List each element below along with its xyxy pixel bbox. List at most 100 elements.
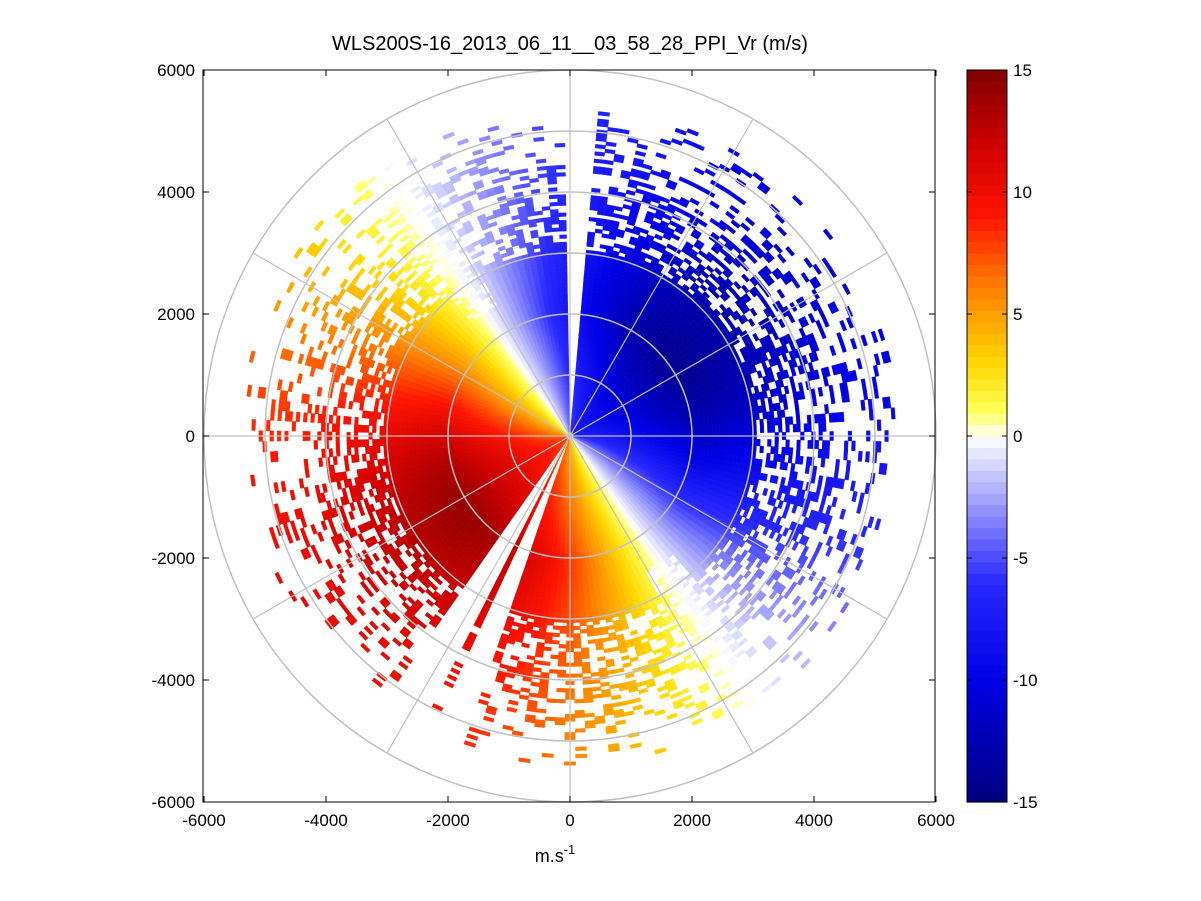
velocity-cell xyxy=(583,323,588,328)
velocity-cell xyxy=(711,422,717,429)
velocity-cell xyxy=(759,445,764,454)
velocity-cell xyxy=(707,447,713,454)
velocity-cell xyxy=(686,425,691,431)
velocity-cell xyxy=(579,315,585,321)
velocity-cell xyxy=(807,423,812,432)
velocity-cell xyxy=(715,438,721,445)
velocity-cell xyxy=(704,423,710,430)
velocity-cell xyxy=(756,439,761,447)
velocity-cell xyxy=(708,428,713,434)
velocity-cell xyxy=(660,443,666,448)
velocity-cell xyxy=(718,448,724,455)
velocity-cell xyxy=(645,183,657,191)
velocity-cell xyxy=(744,420,750,428)
velocity-cell xyxy=(704,428,710,434)
velocity-cell xyxy=(696,419,702,426)
velocity-cell xyxy=(634,150,647,157)
velocity-cell xyxy=(701,438,706,444)
velocity-cell xyxy=(719,422,724,429)
velocity-cell xyxy=(814,440,820,450)
velocity-cell xyxy=(646,428,651,433)
velocity-cell xyxy=(686,429,692,435)
velocity-cell xyxy=(839,411,845,423)
velocity-cell xyxy=(701,423,706,430)
velocity-cell xyxy=(726,427,732,434)
velocity-cell xyxy=(631,430,637,433)
velocity-cell xyxy=(759,425,765,433)
velocity-cell xyxy=(639,429,644,433)
velocity-cell xyxy=(624,432,629,436)
velocity-cell xyxy=(788,447,794,456)
velocity-cell xyxy=(765,452,771,461)
velocity-cell xyxy=(777,417,783,426)
velocity-cell xyxy=(649,428,655,433)
velocity-cell xyxy=(778,424,783,433)
velocity-cell xyxy=(834,459,841,470)
velocity-cell xyxy=(675,441,680,446)
velocity-cell xyxy=(734,438,739,446)
velocity-cell xyxy=(737,420,743,428)
velocity-cell xyxy=(890,407,896,420)
velocity-cell xyxy=(597,111,610,117)
velocity-cell xyxy=(660,440,666,445)
velocity-cell xyxy=(803,423,809,433)
velocity-cell xyxy=(580,304,587,310)
velocity-cell xyxy=(675,430,681,435)
velocity-cell xyxy=(772,460,778,469)
velocity-cell xyxy=(639,431,644,436)
velocity-cell xyxy=(807,440,812,449)
velocity-cell xyxy=(704,442,710,449)
velocity-cell xyxy=(656,262,665,270)
velocity-cell xyxy=(660,424,666,429)
velocity-cell xyxy=(682,441,688,447)
velocity-cell xyxy=(594,228,603,234)
velocity-cell xyxy=(876,419,882,431)
velocity-cell xyxy=(661,430,666,435)
velocity-cell xyxy=(579,322,585,328)
velocity-cell xyxy=(633,157,645,165)
velocity-cell xyxy=(741,420,746,428)
velocity-cell xyxy=(664,423,669,428)
velocity-cell xyxy=(697,437,702,444)
velocity-cell xyxy=(686,441,691,447)
velocity-cell xyxy=(769,410,775,419)
velocity-cell xyxy=(785,439,790,448)
velocity-cell xyxy=(845,459,851,471)
velocity-cell xyxy=(671,426,677,431)
velocity-cell xyxy=(780,454,786,463)
velocity-cell xyxy=(707,418,713,425)
velocity-cell xyxy=(773,446,779,455)
velocity-cell xyxy=(794,407,800,417)
velocity-cell xyxy=(686,437,692,443)
velocity-cell xyxy=(694,429,699,434)
velocity-cell xyxy=(821,422,827,432)
velocity-cell xyxy=(770,417,775,426)
velocity-cell xyxy=(602,166,613,173)
velocity-cell xyxy=(708,423,713,429)
velocity-cell xyxy=(678,449,683,454)
velocity-cell xyxy=(664,430,670,435)
velocity-cell xyxy=(672,437,677,442)
velocity-cell xyxy=(635,432,640,436)
velocity-cell xyxy=(582,282,589,288)
velocity-cell xyxy=(722,422,728,429)
velocity-cell xyxy=(694,438,699,443)
velocity-cell xyxy=(697,424,702,430)
velocity-cell xyxy=(641,163,653,171)
velocity-cell xyxy=(757,458,763,467)
velocity-cell xyxy=(784,416,790,425)
velocity-cell xyxy=(657,437,662,442)
velocity-cell xyxy=(689,197,700,206)
velocity-cell xyxy=(653,428,658,432)
velocity-cell xyxy=(650,437,655,441)
velocity-cell xyxy=(679,437,684,443)
velocity-cell xyxy=(581,293,588,299)
velocity-cell xyxy=(741,444,746,452)
velocity-cell xyxy=(646,437,651,441)
velocity-cell xyxy=(610,220,620,226)
velocity-cell xyxy=(671,441,677,446)
velocity-cell xyxy=(642,437,647,441)
velocity-cell xyxy=(730,427,735,434)
velocity-cell xyxy=(843,450,849,461)
velocity-cell xyxy=(868,409,874,421)
